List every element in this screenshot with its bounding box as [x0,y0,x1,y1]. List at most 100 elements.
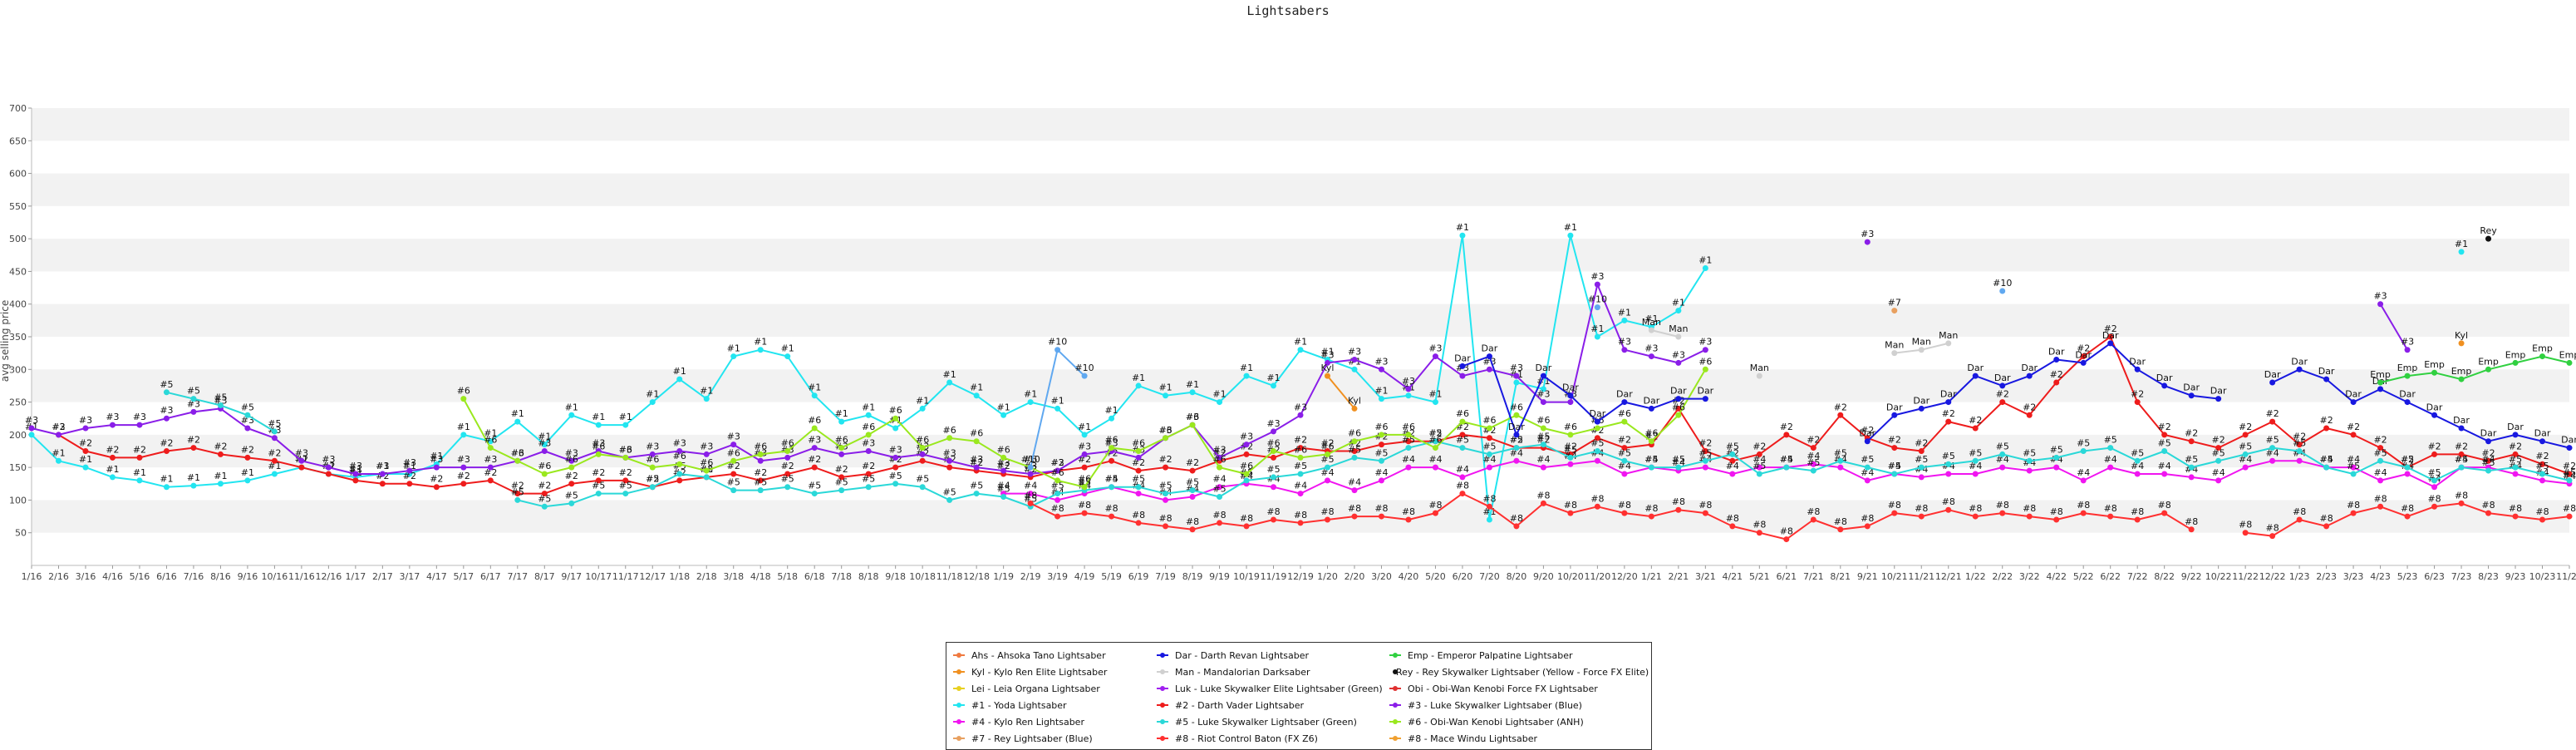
point-label: #3 [1348,347,1361,358]
data-point [2404,373,2411,379]
data-point [1486,464,1492,471]
point-label: #2 [2455,441,2468,451]
point-label: #5 [1834,447,1847,458]
data-point [2350,399,2357,406]
grid-band [32,173,2569,206]
point-label: Emp [2505,349,2526,360]
point-label: #6 [1132,438,1145,449]
data-point [892,454,899,461]
point-label: Dar [1508,422,1525,432]
point-label: #1 [1618,307,1631,318]
legend-swatch [953,652,965,659]
point-label: #6 [970,428,983,439]
point-label: #5 [187,386,200,397]
point-label: #8 [1564,500,1577,511]
point-label: #8 [1942,496,1955,507]
point-label: #3 [1158,425,1172,436]
point-label: #5 [2158,438,2171,449]
point-label: #2 [538,481,551,491]
point-label: #2 [1861,425,1874,436]
point-label: #5 [2509,454,2522,465]
point-label: #4 [1996,454,2009,465]
point-label: #3 [1536,389,1550,400]
data-point [2539,477,2546,484]
point-label: Dar [2507,422,2524,432]
data-point [2458,464,2465,471]
data-point [1163,464,1169,471]
data-point [1675,405,1682,412]
point-label: #6 [943,425,956,436]
point-label: #5 [1861,454,1874,465]
x-tick-label: 12/16 [316,571,342,582]
point-label: #5 [1132,474,1145,485]
point-label: #6 [1510,402,1523,412]
legend-item: Dar - Darth Revan Lightsaber [1157,648,1389,663]
point-label: #6 [889,405,902,416]
data-point [1864,438,1871,445]
data-point [1567,454,1574,461]
data-point [649,399,656,406]
legend-label: Emp - Emperor Palpatine Lightsaber [1408,649,1573,661]
data-point [2053,379,2060,386]
data-point [136,454,143,461]
x-axis: 1/16 2/16 3/16 4/16 5/16 6/16 7/16 8/16 9/16 10/1… [22,565,2576,582]
point-label: #2 [619,467,632,478]
data-point [2377,386,2384,392]
data-point [892,425,899,432]
data-point [55,432,61,438]
data-point [2161,432,2168,438]
data-point [1027,471,1034,477]
data-point [784,353,791,360]
data-point [1567,432,1574,438]
point-label: #5 [997,484,1010,495]
point-label: #1 [403,461,416,471]
point-label: #5 [1510,435,1523,446]
data-point [82,448,89,454]
x-tick-label: 11/18 [937,571,963,582]
point-label: Kyl [2455,330,2468,341]
data-point [1432,510,1438,516]
point-label: #2 [1698,438,1712,449]
x-tick-label: 10/20 [1557,571,1584,582]
point-label: #5 [592,481,605,491]
point-label: #8 [1482,493,1496,504]
point-label: #3 [997,457,1010,468]
point-label: #5 [214,392,227,403]
data-point [2539,353,2546,360]
data-point [1405,438,1412,445]
point-label: #6 [781,438,794,449]
point-label: #5 [1482,441,1496,451]
x-tick-label: 10/21 [1881,571,1908,582]
point-label: #4 [1510,447,1523,458]
point-label: #8 [1590,493,1604,504]
data-point [1324,451,1330,457]
data-point [1351,438,1358,445]
point-label: #8 [2158,500,2171,511]
data-point [703,396,710,402]
x-tick-label: 7/18 [831,571,852,582]
point-label: #1 [700,386,713,397]
point-label: #8 [2373,493,2387,504]
data-point [1594,281,1600,288]
data-point [1756,373,1762,379]
x-tick-label: 8/23 [2478,571,2499,582]
point-label: #5 [1807,457,1820,468]
point-label: Kyl [1320,363,1334,373]
point-label: #2 [781,461,794,471]
data-point [2215,445,2222,451]
legend-item: #2 - Darth Vader Lightsaber [1157,698,1389,713]
data-point [1621,510,1628,516]
point-label: #1 [538,432,551,442]
point-label: #1 [1320,347,1334,358]
data-point [1243,451,1250,457]
x-tick-label: 3/19 [1047,571,1068,582]
data-point [676,461,683,467]
point-label: #5 [511,486,524,497]
x-tick-label: 8/22 [2154,571,2175,582]
data-point [892,415,899,422]
point-label: Dar [1536,363,1552,373]
legend-item: #4 - Kylo Ren Lightsaber [953,714,1157,729]
y-tick-label: 250 [9,397,27,408]
data-point [1189,467,1196,474]
data-point [1297,445,1304,451]
